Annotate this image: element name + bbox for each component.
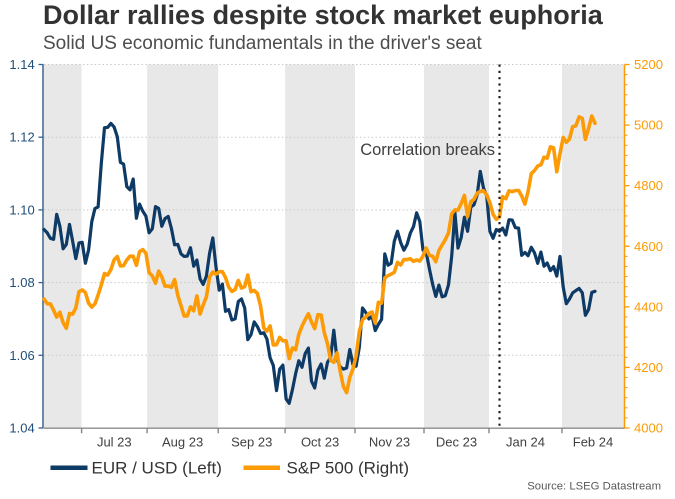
svg-text:Dec 23: Dec 23 [436,435,477,450]
svg-text:Feb 24: Feb 24 [573,435,613,450]
svg-text:Aug 23: Aug 23 [162,435,203,450]
svg-text:4400: 4400 [634,299,663,314]
svg-text:Source: LSEG Datastream: Source: LSEG Datastream [527,481,661,493]
svg-text:Nov 23: Nov 23 [369,435,410,450]
svg-text:1.10: 1.10 [9,202,34,217]
svg-text:5200: 5200 [634,57,663,72]
svg-text:Jul 23: Jul 23 [97,435,132,450]
svg-text:Oct 23: Oct 23 [301,435,339,450]
svg-text:1.08: 1.08 [9,275,34,290]
svg-text:1.06: 1.06 [9,348,34,363]
svg-text:1.14: 1.14 [9,57,34,72]
svg-text:Sep 23: Sep 23 [231,435,272,450]
svg-text:1.04: 1.04 [9,421,34,436]
svg-text:4800: 4800 [634,178,663,193]
svg-text:Jan 24: Jan 24 [506,435,545,450]
svg-text:S&P 500 (Right): S&P 500 (Right) [287,459,410,478]
svg-text:EUR / USD (Left): EUR / USD (Left) [92,459,222,478]
svg-text:4200: 4200 [634,360,663,375]
svg-text:Correlation breaks: Correlation breaks [360,141,495,159]
svg-text:4000: 4000 [634,421,663,436]
svg-text:5000: 5000 [634,118,663,133]
svg-text:1.12: 1.12 [9,130,34,145]
svg-text:4600: 4600 [634,239,663,254]
